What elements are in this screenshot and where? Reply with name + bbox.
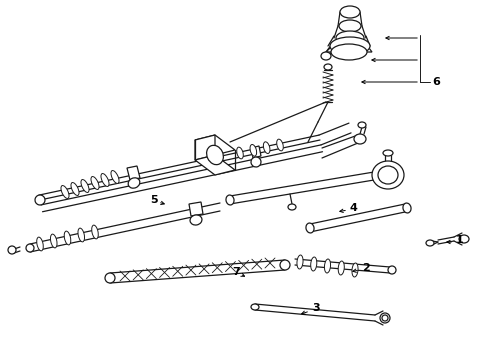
Ellipse shape <box>311 257 317 271</box>
Ellipse shape <box>280 260 290 270</box>
Ellipse shape <box>403 203 411 213</box>
Ellipse shape <box>340 6 360 18</box>
Ellipse shape <box>306 223 314 233</box>
Ellipse shape <box>277 139 283 151</box>
Ellipse shape <box>321 52 331 60</box>
Ellipse shape <box>378 166 398 184</box>
Ellipse shape <box>91 176 99 189</box>
Ellipse shape <box>251 304 259 310</box>
Ellipse shape <box>330 37 370 55</box>
Ellipse shape <box>358 122 366 128</box>
Ellipse shape <box>459 235 469 243</box>
Ellipse shape <box>382 315 388 321</box>
Polygon shape <box>195 155 235 175</box>
Ellipse shape <box>111 171 119 184</box>
Ellipse shape <box>250 144 257 156</box>
Ellipse shape <box>288 204 296 210</box>
Ellipse shape <box>101 174 109 186</box>
Ellipse shape <box>61 185 69 198</box>
Ellipse shape <box>251 157 261 167</box>
Ellipse shape <box>128 178 140 188</box>
Ellipse shape <box>37 237 43 251</box>
Ellipse shape <box>207 145 223 165</box>
Ellipse shape <box>237 147 244 159</box>
Polygon shape <box>195 135 235 155</box>
Ellipse shape <box>372 161 404 189</box>
Ellipse shape <box>8 246 16 254</box>
Polygon shape <box>127 166 140 180</box>
Text: 5: 5 <box>150 195 158 205</box>
Ellipse shape <box>383 150 393 156</box>
Ellipse shape <box>190 215 202 225</box>
Text: 6: 6 <box>432 77 440 87</box>
Text: 3: 3 <box>312 303 319 313</box>
Text: 2: 2 <box>362 263 370 273</box>
Ellipse shape <box>81 180 89 193</box>
Ellipse shape <box>324 64 332 70</box>
Polygon shape <box>251 146 261 158</box>
Ellipse shape <box>336 31 364 45</box>
Ellipse shape <box>105 273 115 283</box>
Ellipse shape <box>92 225 98 239</box>
Ellipse shape <box>352 263 358 277</box>
Ellipse shape <box>331 44 367 60</box>
Ellipse shape <box>78 228 85 242</box>
Ellipse shape <box>50 234 57 248</box>
Ellipse shape <box>264 142 270 153</box>
Text: 1: 1 <box>456 235 464 245</box>
Polygon shape <box>326 44 372 52</box>
Ellipse shape <box>64 231 71 245</box>
Ellipse shape <box>380 313 390 323</box>
Polygon shape <box>189 202 203 216</box>
Ellipse shape <box>338 261 344 275</box>
Ellipse shape <box>297 255 303 269</box>
Ellipse shape <box>388 266 396 274</box>
Text: 7: 7 <box>232 267 240 277</box>
Polygon shape <box>195 135 215 160</box>
Ellipse shape <box>71 183 79 195</box>
Ellipse shape <box>26 244 34 252</box>
Ellipse shape <box>324 259 331 273</box>
Ellipse shape <box>226 195 234 205</box>
Ellipse shape <box>426 240 434 246</box>
Text: 4: 4 <box>350 203 358 213</box>
Ellipse shape <box>354 134 366 144</box>
Ellipse shape <box>35 195 45 205</box>
Ellipse shape <box>339 20 361 32</box>
